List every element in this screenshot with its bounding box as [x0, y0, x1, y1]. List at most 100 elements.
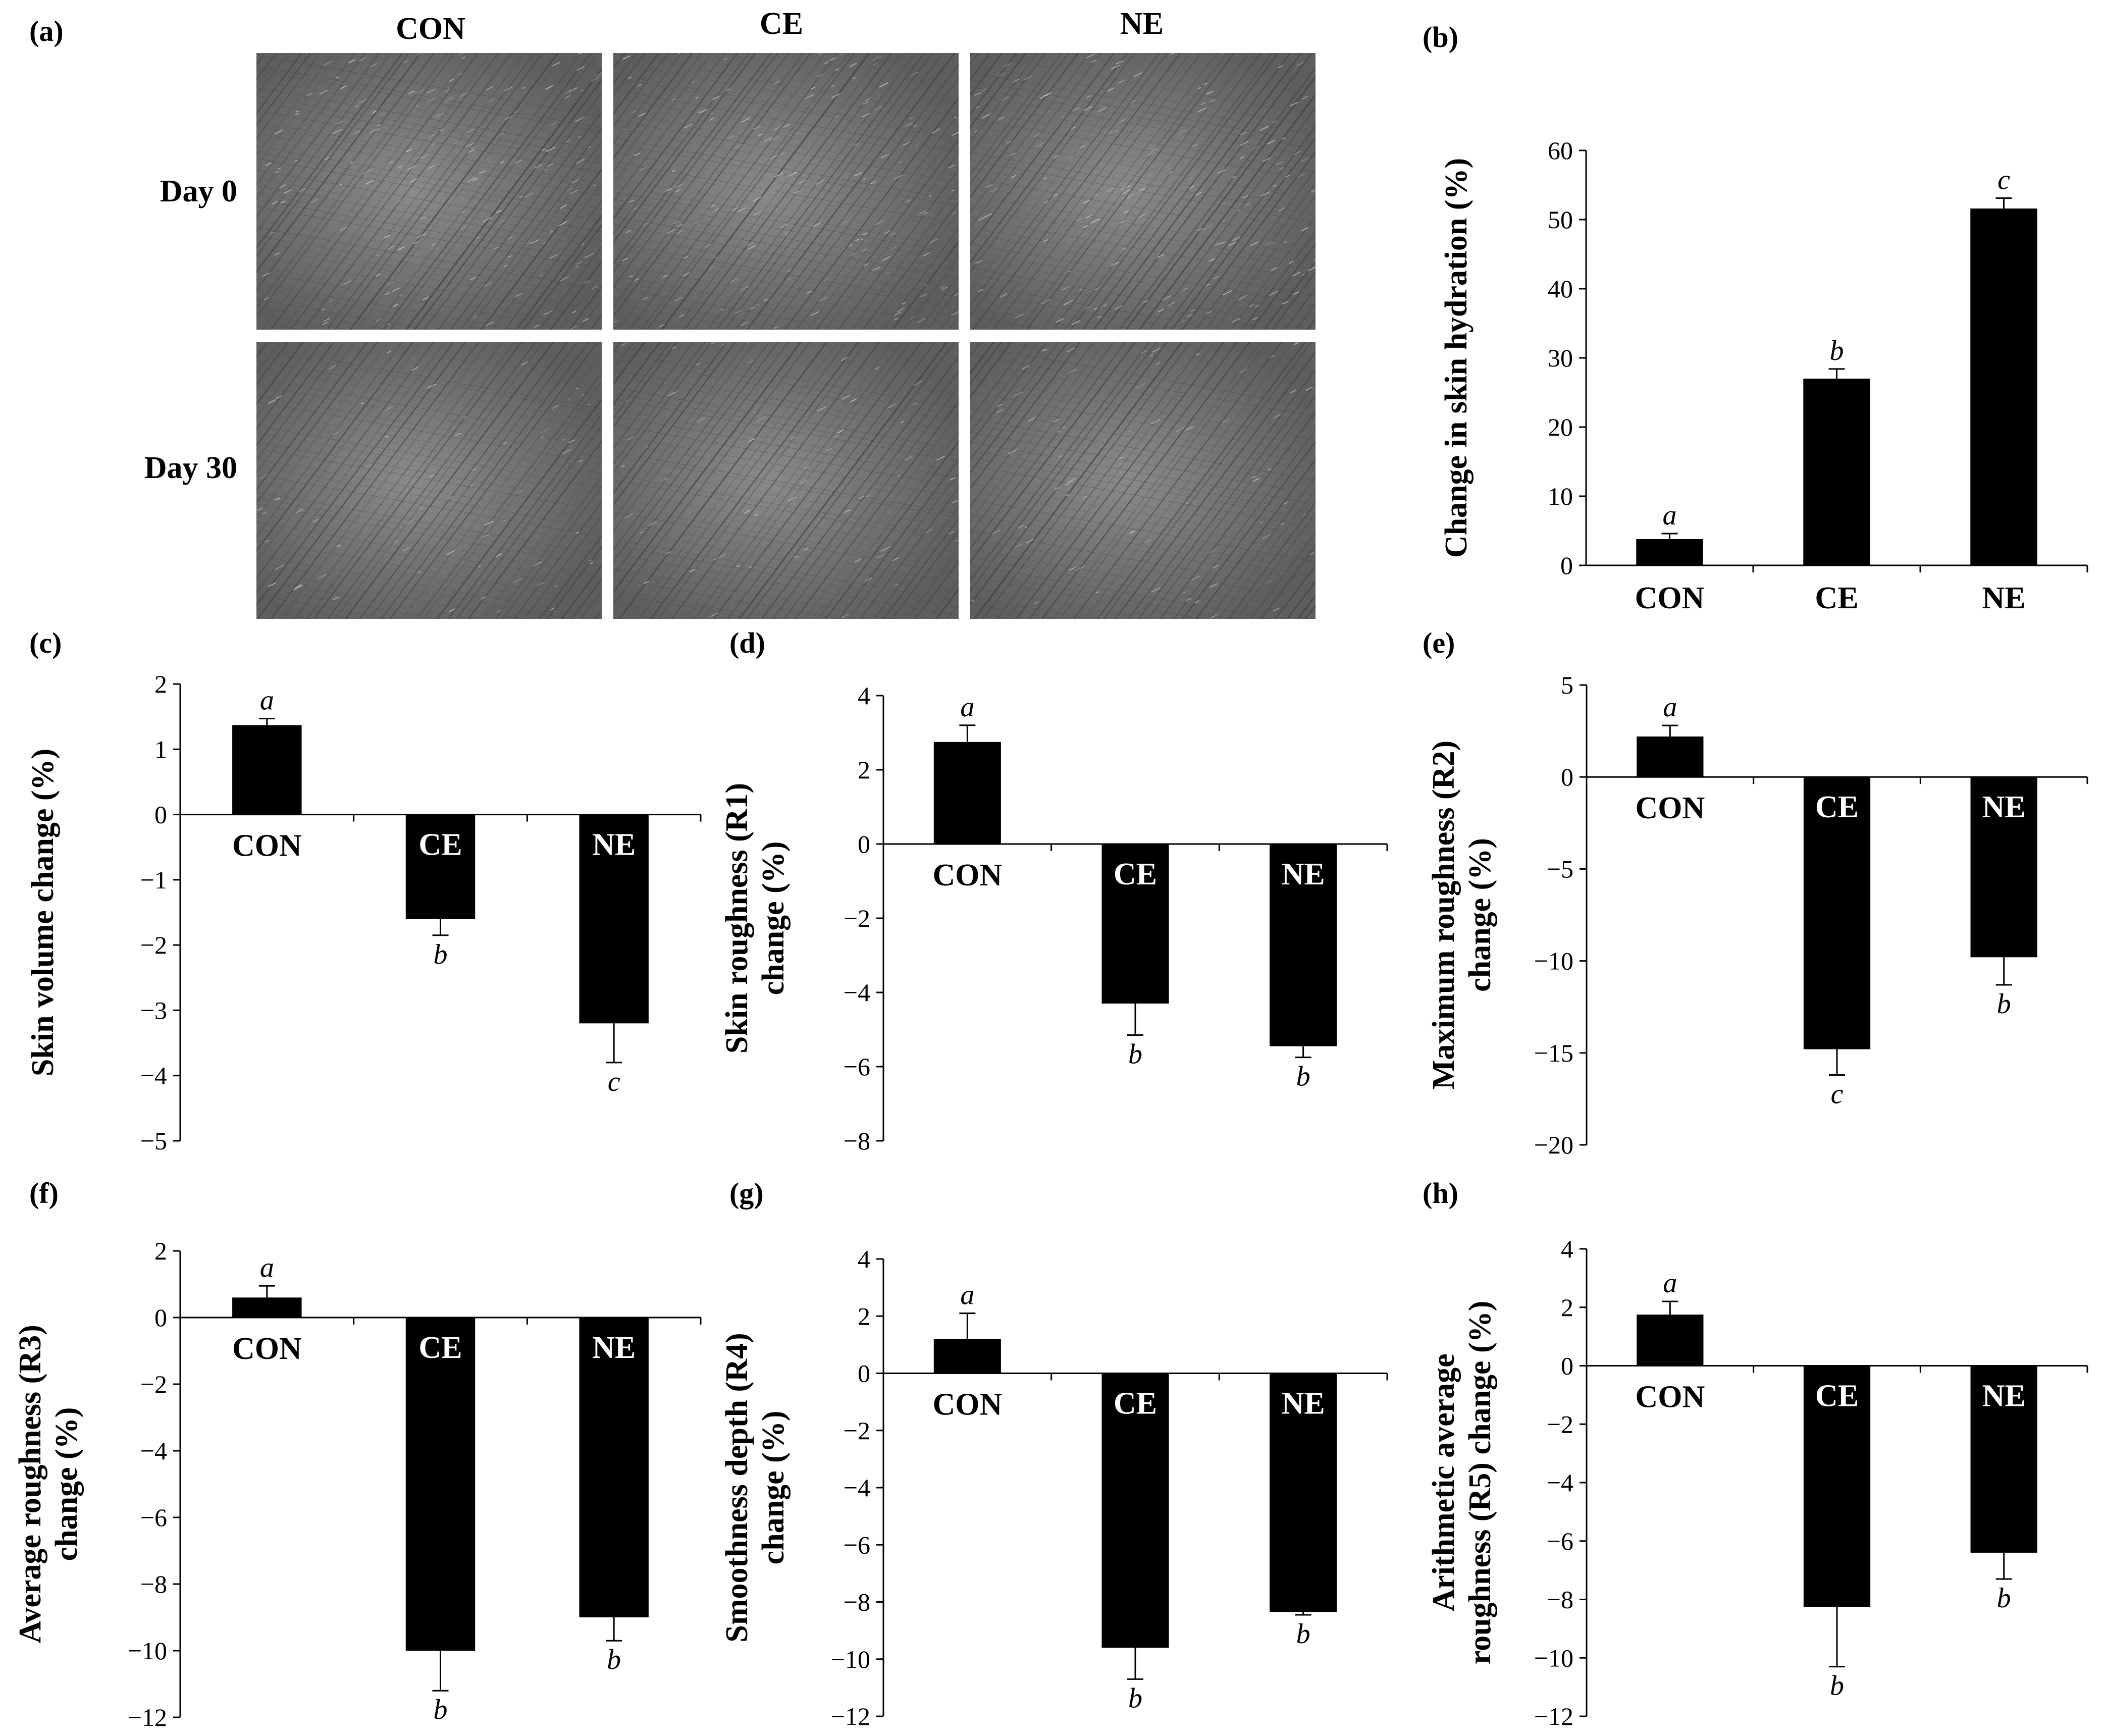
significance-label-con: a	[960, 1280, 974, 1311]
y-axis-label: Smoothness depth (R4)	[720, 1333, 754, 1642]
category-label-ce: CE	[1815, 581, 1858, 615]
y-tick-label: 2	[154, 670, 167, 698]
category-label-ce: CE	[1114, 857, 1157, 891]
y-tick-label: −10	[1534, 1644, 1573, 1672]
y-tick-label: 20	[1548, 413, 1573, 441]
y-tick-label: −3	[140, 996, 167, 1024]
y-tick-label: −4	[140, 1062, 167, 1090]
bar-ne	[1970, 1365, 2037, 1553]
y-tick-label: −2	[1547, 1410, 1573, 1438]
category-label-ne: NE	[592, 828, 636, 862]
row-header-day-0: Day 0	[160, 174, 237, 208]
category-label-con: CON	[932, 1388, 1002, 1422]
y-tick-label: 40	[1548, 275, 1573, 303]
bar-con	[232, 1297, 302, 1318]
y-tick-label: −10	[128, 1637, 167, 1665]
chart-f-plot: −12 −10 −8 −6 −4 −2 0 2 a CON b CE b NE Average roughn…	[13, 1237, 702, 1731]
panel-letter-g: (g)	[729, 1177, 764, 1209]
y-axis-label: Change in skin hydration (%)	[1439, 158, 1474, 558]
bar-ne	[1970, 208, 2037, 566]
y-tick-label: 0	[154, 1303, 167, 1332]
skin-image-ne-day-30	[970, 342, 1316, 619]
skin-image-con-day-30	[256, 342, 602, 619]
y-tick-label: 0	[858, 1359, 870, 1388]
y-tick-label: −4	[844, 1474, 870, 1502]
y-tick-label: −6	[844, 1053, 870, 1081]
column-header-con: CON	[396, 12, 465, 46]
y-tick-label: −4	[844, 978, 870, 1007]
y-tick-label: −2	[140, 1370, 167, 1398]
significance-label-con: a	[1663, 1268, 1677, 1299]
y-tick-label: −6	[844, 1531, 870, 1559]
y-tick-label: −2	[844, 904, 870, 932]
y-axis-label: change (%)	[756, 841, 791, 995]
significance-label-ne: b	[1997, 988, 2011, 1020]
y-tick-label: −15	[1534, 1039, 1573, 1067]
category-label-ce: CE	[1815, 790, 1859, 824]
y-tick-label: −20	[1534, 1131, 1573, 1159]
y-tick-label: 2	[858, 756, 870, 784]
bar-ne	[1270, 844, 1337, 1046]
significance-label-con: a	[960, 692, 974, 723]
y-tick-label: −8	[1547, 1586, 1573, 1614]
significance-label-ce: b	[434, 1694, 448, 1725]
y-axis-label: change (%)	[756, 1411, 791, 1565]
skin-image-ce-day-30	[613, 342, 959, 619]
significance-label-con: a	[1663, 692, 1677, 723]
chart-h-plot: −12 −10 −8 −6 −4 −2 0 2 4 a CON b CE b NE Arithmetic av…	[1427, 1235, 2088, 1730]
y-tick-label: 0	[1560, 551, 1573, 580]
chart-h: −12 −10 −8 −6 −4 −2 0 2 4 a CON b CE b NE Arithmetic av…	[1427, 1235, 2088, 1730]
y-tick-label: 10	[1548, 482, 1573, 510]
bar-ne	[579, 814, 649, 1024]
y-tick-label: 2	[1561, 1293, 1573, 1322]
y-axis-label: Skin volume change (%)	[26, 749, 60, 1076]
column-header-ce: CE	[759, 7, 804, 41]
category-label-ce: CE	[418, 1331, 462, 1365]
category-label-ne: NE	[592, 1331, 636, 1365]
chart-e-plot: −20 −15 −10 −5 0 5 a CON c CE b NE Maximum roughness…	[1427, 671, 2088, 1159]
bar-ce	[1803, 1365, 1871, 1607]
category-label-ce: CE	[418, 828, 462, 862]
y-tick-label: −12	[1534, 1702, 1573, 1730]
category-label-ne: NE	[1982, 1379, 2026, 1413]
bar-ce	[1803, 379, 1870, 565]
panel-letter-e: (e)	[1423, 626, 1455, 659]
significance-label-ne: b	[1296, 1061, 1310, 1092]
category-label-ne: NE	[1282, 1387, 1325, 1421]
y-tick-label: 1	[154, 735, 167, 763]
bar-ce	[405, 814, 476, 919]
y-tick-label: 0	[1561, 1352, 1573, 1380]
chart-c-plot: −5 −4 −3 −2 −1 0 1 2 a CON b CE c NE Skin volume chang…	[26, 670, 702, 1155]
category-label-con: CON	[1635, 581, 1705, 615]
y-tick-label: −10	[831, 1645, 870, 1673]
chart-b: 0 10 20 30 40 50 60 a CON b CE c NE Change in skin hy…	[1439, 136, 2088, 615]
category-label-ce: CE	[1815, 1379, 1859, 1413]
significance-label-ne: b	[1997, 1583, 2011, 1614]
y-axis-label: Skin roughness (R1)	[720, 783, 754, 1054]
column-header-ne: NE	[1120, 7, 1164, 41]
y-tick-label: 5	[1561, 671, 1573, 699]
bar-con	[1636, 539, 1703, 565]
y-tick-label: −8	[140, 1570, 167, 1598]
bar-ce	[1101, 844, 1169, 1004]
y-tick-label: 0	[858, 830, 870, 858]
significance-label-ce: b	[1128, 1682, 1142, 1714]
bar-con	[1637, 737, 1704, 777]
chart-d-plot: −8 −6 −4 −2 0 2 4 a CON b CE b NE Skin roughness (R1)…	[720, 681, 1388, 1155]
significance-label-ce: b	[1128, 1039, 1142, 1070]
significance-label-ne: b	[1296, 1618, 1310, 1650]
category-label-ce: CE	[1114, 1387, 1157, 1421]
bar-con	[933, 1339, 1001, 1374]
y-tick-label: −1	[140, 866, 167, 894]
chart-e: −20 −15 −10 −5 0 5 a CON c CE b NE Maximum roughness…	[1427, 671, 2088, 1159]
significance-label-ne: b	[607, 1644, 621, 1675]
bar-ne	[1970, 777, 2037, 958]
y-tick-label: 50	[1548, 205, 1573, 234]
skin-image-ce-day-0	[613, 53, 959, 330]
panel-letter-a: (a)	[29, 15, 64, 47]
bar-ne	[579, 1318, 649, 1617]
panel-letter-b: (b)	[1423, 21, 1458, 54]
panel-letter-d: (d)	[729, 626, 765, 659]
significance-label-con: a	[260, 1252, 274, 1283]
